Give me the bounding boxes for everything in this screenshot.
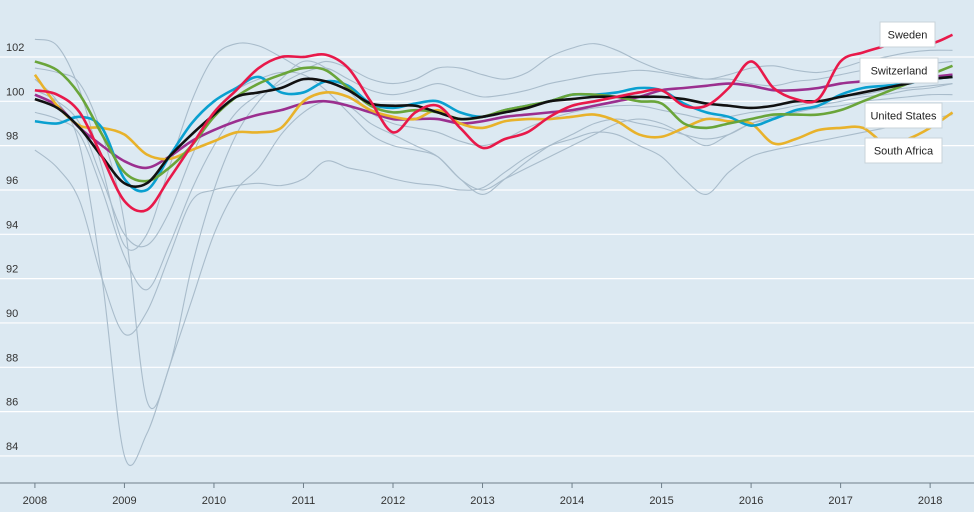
- series-label: South Africa: [874, 146, 934, 158]
- label-box: [879, 21, 936, 48]
- series-line: [34, 38, 953, 251]
- label-box: [859, 57, 939, 84]
- x-tick-label: 2018: [918, 495, 942, 507]
- y-tick-label: 94: [6, 219, 18, 231]
- label-box: [864, 137, 943, 164]
- series-label: United States: [870, 111, 937, 123]
- x-tick-label: 2013: [470, 495, 494, 507]
- y-tick-label: 90: [6, 308, 18, 320]
- y-tick-label: 100: [6, 86, 24, 98]
- x-tick-label: 2016: [739, 495, 763, 507]
- x-tick-label: 2009: [112, 495, 136, 507]
- series-line: [33, 73, 954, 161]
- y-tick-label: 86: [6, 397, 18, 409]
- series-line: [34, 71, 953, 248]
- series-label: Sweden: [888, 30, 928, 42]
- y-tick-label: 88: [6, 352, 18, 364]
- y-tick-label: 92: [6, 264, 18, 276]
- label-box: [864, 102, 943, 129]
- y-tick-label: 98: [6, 131, 18, 143]
- x-tick-label: 2008: [23, 495, 47, 507]
- series-line: [34, 73, 953, 170]
- series-line: [34, 114, 953, 336]
- x-tick-label: 2015: [649, 495, 673, 507]
- x-tick-label: 2011: [292, 495, 316, 507]
- x-tick-label: 2012: [381, 495, 405, 507]
- x-tick-label: 2014: [560, 495, 584, 507]
- series-line: [34, 60, 953, 291]
- series-label: Switzerland: [871, 66, 928, 78]
- y-tick-label: 102: [6, 42, 24, 54]
- series-line: [34, 33, 954, 213]
- x-tick-label: 2010: [202, 495, 226, 507]
- y-tick-label: 84: [6, 441, 18, 453]
- x-tick-label: 2017: [828, 495, 852, 507]
- series-line: [34, 75, 953, 188]
- y-tick-label: 96: [6, 175, 18, 187]
